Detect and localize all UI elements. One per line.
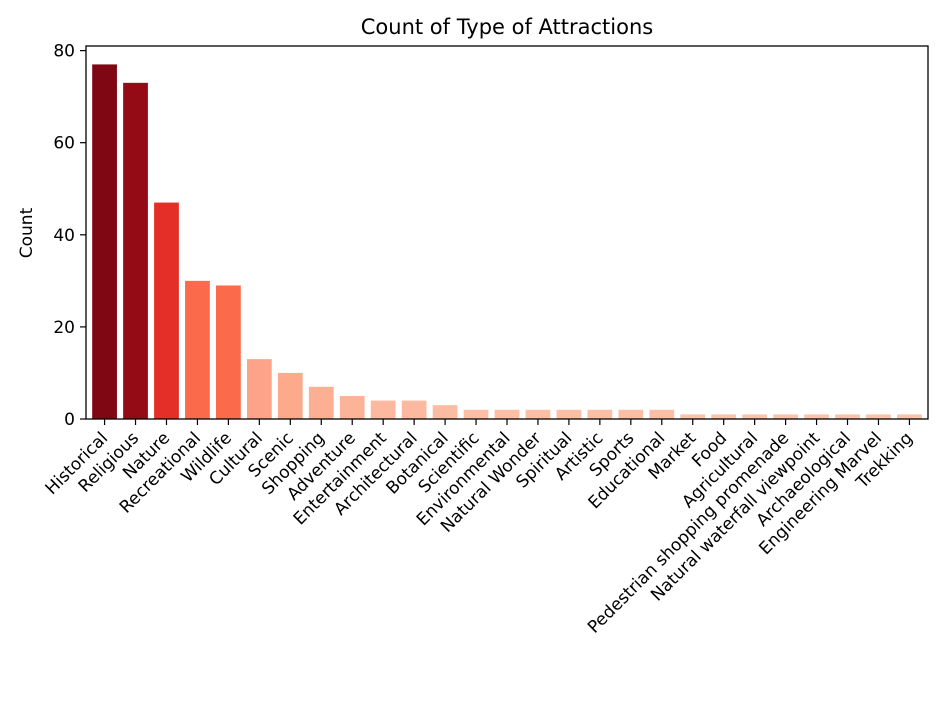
- y-tick-label: 40: [53, 226, 75, 246]
- bar-market: [680, 414, 706, 419]
- bar-cultural: [246, 359, 272, 419]
- y-axis-ticks: 0 20 40 60 80: [53, 42, 86, 430]
- bar-entertainment: [370, 400, 396, 419]
- bars: [92, 64, 922, 420]
- y-tick-label: 20: [53, 318, 75, 338]
- bar-food: [711, 414, 737, 419]
- bar-scientific: [463, 409, 489, 419]
- bar-natural-waterfall-viewpoint: [804, 414, 829, 419]
- y-tick-label: 60: [53, 134, 75, 154]
- bar-agricultural: [742, 414, 768, 419]
- y-tick-label: 0: [64, 410, 75, 430]
- bar-engineering-marvel: [866, 414, 891, 419]
- bar-trekking: [897, 414, 922, 419]
- bar-botanical: [432, 405, 458, 419]
- bar-nature: [154, 202, 179, 419]
- x-axis-ticks: HistoricalReligiousNatureRecreationalWil…: [42, 419, 917, 638]
- bar-educational: [649, 409, 675, 419]
- bar-spiritual: [556, 409, 582, 419]
- bar-historical: [92, 64, 117, 420]
- bar-architectural: [401, 400, 427, 419]
- bar-adventure: [339, 395, 365, 419]
- chart-title: Count of Type of Attractions: [361, 15, 653, 39]
- bar-scenic: [277, 372, 303, 419]
- bar-pedestrian-shopping-promenade: [773, 414, 798, 419]
- plot-frame: [85, 45, 929, 420]
- bar-religious: [123, 82, 148, 419]
- bar-sports: [618, 409, 644, 419]
- y-tick-label: 80: [53, 42, 75, 62]
- bar-archaeological: [835, 414, 860, 419]
- bar-recreational: [185, 280, 210, 419]
- bar-environmental: [494, 409, 520, 419]
- bar-shopping: [308, 386, 334, 419]
- bar-natural-wonder: [525, 409, 551, 419]
- bar-wildlife: [216, 285, 241, 419]
- bar-artistic: [587, 409, 613, 419]
- y-axis-label: Count: [17, 207, 37, 258]
